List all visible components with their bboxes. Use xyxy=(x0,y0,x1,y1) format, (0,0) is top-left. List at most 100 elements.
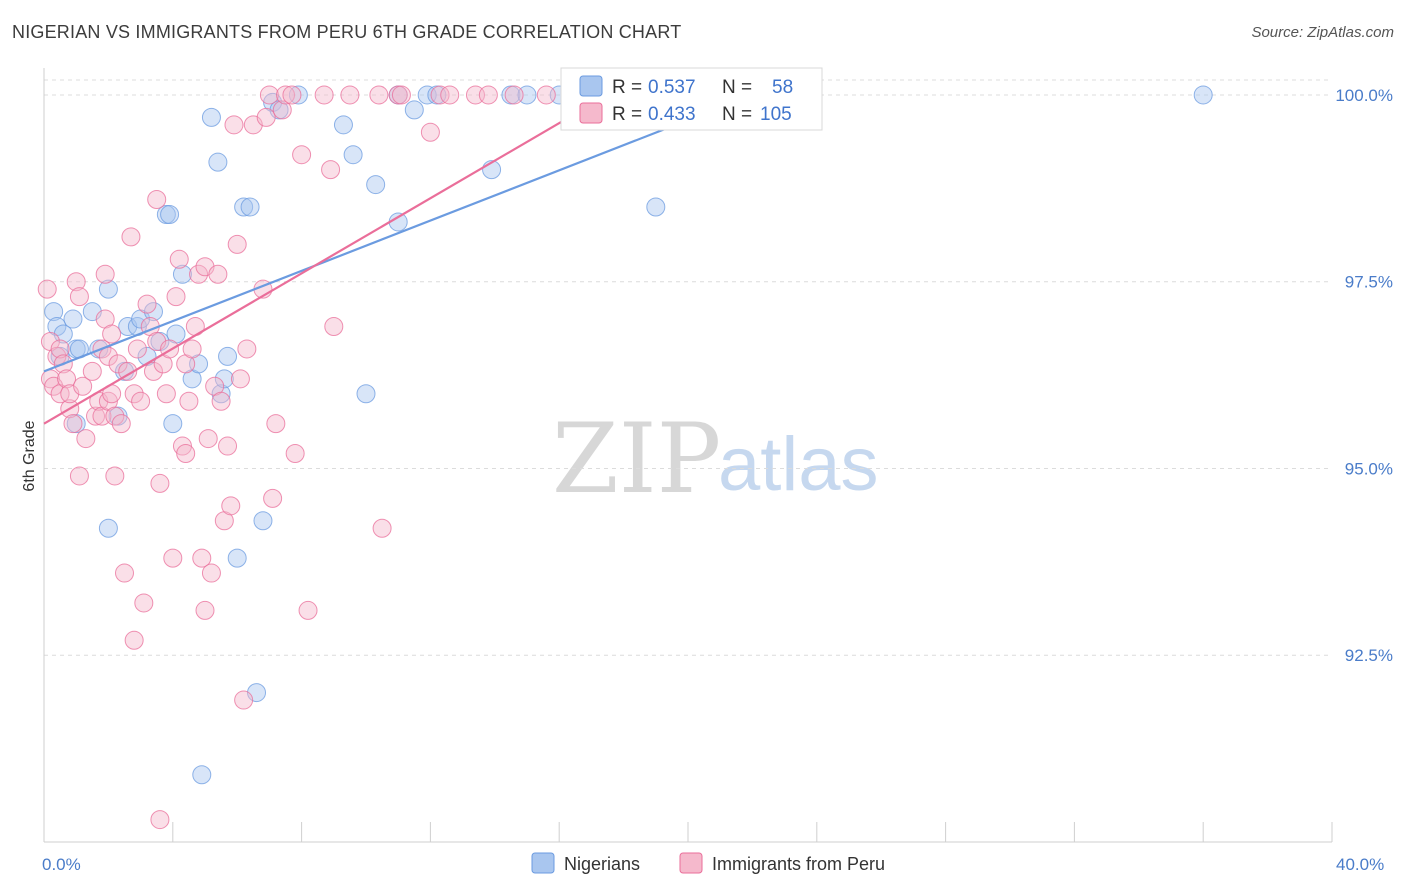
point-nigerians-34 xyxy=(234,197,254,217)
point-peru-82 xyxy=(272,100,292,120)
point-peru-50 xyxy=(163,548,183,568)
point-peru-86 xyxy=(292,145,312,165)
point-nigerians-41 xyxy=(333,115,353,135)
y-axis-label: 6th Grade xyxy=(21,420,38,491)
point-peru-32 xyxy=(115,563,134,583)
y-tick-labels: 92.5% 95.0% 97.5% 100.0% xyxy=(1335,86,1393,665)
point-peru-29 xyxy=(105,466,125,486)
point-peru-48 xyxy=(156,384,176,404)
point-nigerians-40 xyxy=(288,85,308,105)
point-peru-88 xyxy=(314,85,334,105)
point-peru-55 xyxy=(176,444,196,464)
point-peru-11 xyxy=(63,414,83,434)
point-peru-16 xyxy=(76,429,96,449)
y-tick-label-100: 100.0% xyxy=(1335,86,1393,105)
trend-line-peru xyxy=(43,93,609,425)
point-nigerians-4 xyxy=(63,309,83,329)
point-nigerians-37 xyxy=(253,511,273,531)
point-nigerians-44 xyxy=(366,175,386,195)
point-peru-95 xyxy=(391,85,411,105)
point-peru-45 xyxy=(150,473,170,493)
point-peru-63 xyxy=(198,429,218,449)
point-nigerians-24 xyxy=(172,264,192,284)
point-peru-78 xyxy=(256,107,276,127)
y-tick-label-97.5: 97.5% xyxy=(1345,273,1393,292)
point-peru-28 xyxy=(105,406,125,426)
point-nigerians-52 xyxy=(517,85,537,105)
point-peru-98 xyxy=(440,85,460,105)
point-nigerians-27 xyxy=(192,765,212,785)
trend-line-nigerians xyxy=(43,93,753,373)
point-peru-18 xyxy=(86,406,106,426)
point-peru-56 xyxy=(179,391,199,411)
point-peru-39 xyxy=(134,593,154,613)
stats-n-value-peru: 105 xyxy=(760,104,792,125)
point-nigerians-47 xyxy=(404,100,424,120)
point-peru-52 xyxy=(169,249,189,269)
point-peru-0 xyxy=(37,279,57,299)
point-peru-66 xyxy=(208,264,228,284)
point-nigerians-18 xyxy=(143,302,163,322)
point-nigerians-10 xyxy=(98,279,118,299)
trend-lines xyxy=(43,93,753,425)
point-peru-15 xyxy=(73,376,93,396)
point-nigerians-0 xyxy=(44,302,64,322)
point-peru-35 xyxy=(124,630,144,650)
point-peru-44 xyxy=(147,190,167,210)
point-peru-6 xyxy=(50,339,70,359)
stats-swatch-peru xyxy=(579,102,603,124)
point-peru-37 xyxy=(127,339,147,359)
point-peru-31 xyxy=(111,414,131,434)
point-peru-57 xyxy=(182,339,202,359)
stats-swatch-nigerians xyxy=(579,75,603,97)
stats-r-label-nigerians: R = xyxy=(612,77,642,98)
point-nigerians-35 xyxy=(240,197,260,217)
legend-label-nigerians: Nigerians xyxy=(564,854,640,874)
point-peru-92 xyxy=(369,85,389,105)
point-nigerians-11 xyxy=(98,518,118,538)
stats-legend-box xyxy=(560,67,823,131)
y-tick-label-95: 95.0% xyxy=(1345,459,1393,478)
point-peru-23 xyxy=(95,264,115,284)
point-peru-40 xyxy=(137,294,157,314)
stats-r-value-peru: 0.433 xyxy=(648,104,696,125)
point-peru-26 xyxy=(102,324,122,344)
point-peru-101 xyxy=(504,85,524,105)
point-peru-14 xyxy=(69,466,89,486)
point-peru-59 xyxy=(189,264,209,284)
point-peru-100 xyxy=(478,85,498,105)
point-nigerians-57 xyxy=(1193,85,1213,105)
point-peru-74 xyxy=(234,690,254,710)
point-peru-71 xyxy=(224,115,244,135)
point-nigerians-42 xyxy=(343,145,363,165)
watermark: ZIP atlas xyxy=(552,403,879,515)
point-nigerians-56 xyxy=(646,197,666,217)
stats-n-label-nigerians: N = xyxy=(722,77,752,98)
point-peru-30 xyxy=(108,354,128,374)
legend-swatch-peru xyxy=(679,852,703,874)
point-peru-80 xyxy=(263,488,283,508)
x-ticks xyxy=(43,822,1333,842)
point-peru-87 xyxy=(298,600,318,620)
point-peru-72 xyxy=(227,234,247,254)
point-nigerians-32 xyxy=(218,346,238,366)
point-nigerians-21 xyxy=(160,204,180,224)
series-legend: Nigerians Immigrants from Peru xyxy=(531,852,885,874)
watermark-atlas: atlas xyxy=(718,422,879,507)
point-peru-79 xyxy=(259,85,279,105)
point-peru-69 xyxy=(218,436,238,456)
point-peru-38 xyxy=(131,391,151,411)
legend-swatch-nigerians xyxy=(531,852,555,874)
point-peru-51 xyxy=(166,287,186,307)
point-peru-46 xyxy=(150,810,170,830)
watermark-zip: ZIP xyxy=(552,403,721,515)
x-tick-label-min: 0.0% xyxy=(42,855,81,874)
point-nigerians-29 xyxy=(208,152,228,172)
point-peru-42 xyxy=(143,361,163,381)
point-peru-13 xyxy=(69,287,89,307)
stats-n-label-peru: N = xyxy=(722,104,752,125)
y-tick-label-92.5: 92.5% xyxy=(1345,646,1393,665)
data-points xyxy=(37,85,1213,830)
stats-r-label-peru: R = xyxy=(612,104,642,125)
point-peru-36 xyxy=(124,384,144,404)
